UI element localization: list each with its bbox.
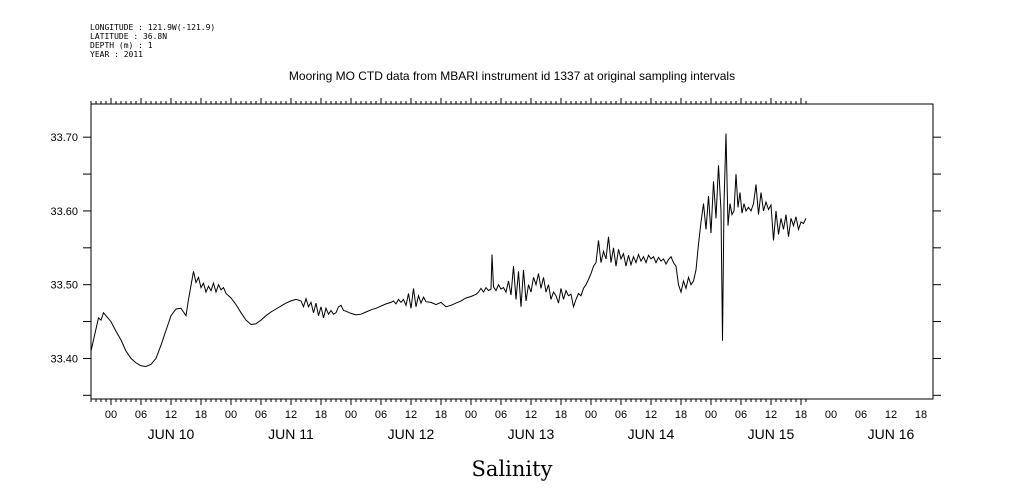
day-label: JUN 14	[628, 426, 675, 442]
x-tick-label: 00	[585, 409, 597, 421]
day-label: JUN 12	[388, 426, 435, 442]
x-tick-label: 00	[825, 409, 837, 421]
x-tick-label: 00	[705, 409, 717, 421]
latitude-label: LATITUDE : 36.8N	[90, 32, 167, 41]
x-tick-label: 18	[915, 409, 927, 421]
day-label: JUN 13	[508, 426, 555, 442]
x-tick-label: 12	[285, 409, 297, 421]
x-tick-label: 06	[855, 409, 867, 421]
x-tick-label: 12	[765, 409, 777, 421]
x-tick-label: 18	[795, 409, 807, 421]
salinity-series-line	[90, 133, 807, 368]
x-tick-label: 18	[195, 409, 207, 421]
x-tick-label: 00	[225, 409, 237, 421]
x-tick-label: 06	[615, 409, 627, 421]
x-tick-label: 00	[345, 409, 357, 421]
x-tick-label: 00	[105, 409, 117, 421]
y-tick-label: 33.60	[50, 206, 78, 218]
x-tick-label: 06	[735, 409, 747, 421]
x-tick-label: 06	[255, 409, 267, 421]
day-label: JUN 10	[148, 426, 195, 442]
x-tick-label: 06	[495, 409, 507, 421]
x-tick-labels: 00 06 12 18 00 06 12 18 00 06 12 18 00 06 12 18 00 06 12 18…	[105, 409, 927, 421]
chart-metadata: LONGITUDE : 121.9W(-121.9) LATITUDE : 36…	[90, 23, 215, 59]
x-tick-label: 18	[675, 409, 687, 421]
plot-frame	[90, 103, 934, 400]
x-tick-label: 12	[165, 409, 177, 421]
x-tick-label: 06	[135, 409, 147, 421]
chart-title: Mooring MO CTD data from MBARI instrumen…	[289, 69, 735, 83]
x-tick-label: 12	[645, 409, 657, 421]
year-label: YEAR : 2011	[90, 50, 143, 59]
day-label: JUN 15	[748, 426, 795, 442]
depth-label: DEPTH (m) : 1	[90, 41, 153, 50]
day-label: JUN 16	[868, 426, 915, 442]
x-tick-label: 06	[375, 409, 387, 421]
longitude-label: LONGITUDE : 121.9W(-121.9)	[90, 23, 215, 32]
x-tick-label: 00	[465, 409, 477, 421]
x-tick-label: 12	[885, 409, 897, 421]
day-label: JUN 11	[268, 426, 314, 442]
y-tick-label: 33.70	[50, 132, 78, 144]
x-tick-label: 18	[435, 409, 447, 421]
y-tick-label: 33.50	[50, 280, 78, 292]
axis-ticks	[83, 98, 941, 405]
x-tick-label: 12	[405, 409, 417, 421]
y-tick-label: 33.40	[50, 353, 78, 365]
x-tick-label: 18	[555, 409, 567, 421]
x-axis-label: Salinity	[472, 457, 553, 481]
y-tick-labels: 33.40 33.50 33.60 33.70	[50, 132, 78, 365]
day-labels: JUN 10 JUN 11 JUN 12 JUN 13 JUN 14 JUN 15 JUN …	[148, 426, 915, 442]
x-tick-label: 12	[525, 409, 537, 421]
x-tick-label: 18	[315, 409, 327, 421]
